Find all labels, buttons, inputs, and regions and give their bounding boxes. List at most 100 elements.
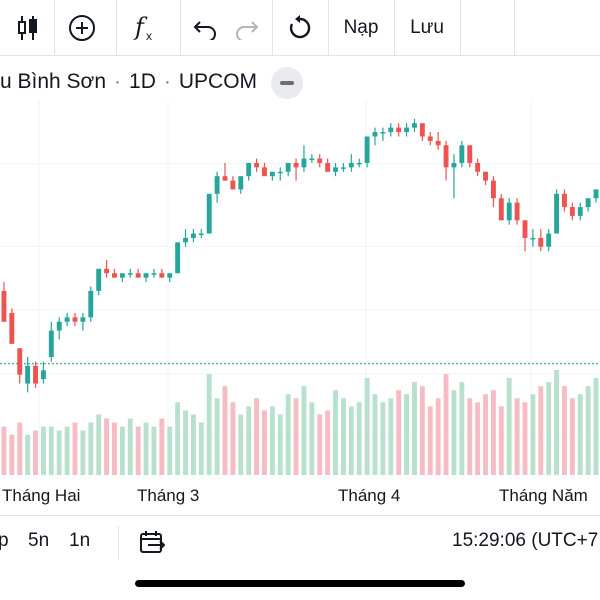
candle-body (388, 127, 394, 133)
chart-canvas[interactable] (0, 100, 600, 475)
symbol-header[interactable]: u Bình Sơn · 1D · UPCOM (0, 62, 257, 102)
volume-bar (72, 422, 78, 475)
candle-body (40, 370, 46, 380)
volume-bar (412, 382, 417, 475)
volume-bar (388, 398, 394, 475)
time-axis-label: Tháng Năm (499, 486, 588, 505)
candle-body (222, 176, 228, 181)
volume-bar (475, 402, 481, 475)
volume-bar (483, 394, 488, 475)
range-button[interactable]: p (0, 530, 9, 551)
volume-bar (514, 398, 520, 475)
range-button-5n[interactable]: 5n (28, 530, 50, 551)
redo-icon[interactable] (226, 0, 266, 56)
candle-body (112, 273, 117, 278)
candle-body (269, 171, 275, 177)
volume-bar (269, 406, 275, 475)
candle-body (301, 158, 307, 168)
candle-body (143, 273, 149, 278)
collapse-legend-button[interactable] (271, 67, 303, 99)
candle-body (104, 268, 110, 274)
price-chart[interactable] (0, 100, 600, 475)
volume-bar (356, 402, 362, 475)
candle-body (498, 198, 504, 221)
candle-body (9, 312, 15, 344)
volume-bar (506, 378, 512, 475)
range-button-1n[interactable]: 1n (69, 530, 91, 551)
add-circle-icon[interactable] (56, 0, 108, 56)
candle-body (554, 193, 560, 234)
clock-timezone[interactable]: 15:29:06 (UTC+7 (452, 530, 599, 551)
volume-bar (419, 386, 425, 475)
candle-body (459, 145, 465, 163)
candle-body (190, 233, 196, 238)
volume-bar (364, 378, 370, 475)
volume-bar (222, 386, 228, 475)
volume-bar (340, 398, 346, 475)
volume-bar (309, 402, 315, 475)
candle-body (419, 123, 425, 137)
separator-dot: · (114, 70, 122, 93)
volume-bar (396, 390, 402, 475)
candle-body (325, 162, 331, 172)
candles-icon[interactable] (8, 0, 48, 56)
load-button-label: Nạp (343, 17, 379, 38)
interval-label: 1D (129, 70, 156, 93)
volume-bar (569, 398, 575, 475)
candle-body (17, 348, 23, 375)
volume-bar (317, 414, 323, 475)
volume-bar (585, 386, 591, 475)
volume-bar (214, 398, 220, 475)
candle-body (364, 136, 370, 163)
candle-body (167, 273, 173, 278)
volume-bar (190, 414, 196, 475)
volume-bar (348, 406, 354, 475)
candle-body (443, 145, 449, 168)
candle-body (135, 273, 141, 278)
volume-bar (562, 386, 567, 475)
candle-body (119, 273, 125, 278)
volume-bar (546, 382, 552, 475)
volume-bar (56, 430, 62, 475)
volume-bar (404, 394, 410, 475)
candle-body (356, 162, 362, 165)
load-button[interactable]: Nạp (330, 0, 392, 56)
candle-body (372, 132, 378, 137)
symbol-name: u Bình Sơn (0, 70, 107, 93)
save-button[interactable]: Lưu (396, 0, 458, 56)
undo-icon[interactable] (186, 0, 226, 56)
candle-body (25, 365, 31, 384)
candle-body (309, 158, 315, 161)
candle-body (404, 127, 410, 133)
candle-body (159, 273, 165, 278)
go-to-date-icon[interactable] (138, 529, 166, 562)
volume-bar (554, 370, 560, 475)
volume-bar (104, 418, 110, 475)
candle-body (1, 290, 7, 322)
candle-body (490, 180, 496, 199)
volume-bar (88, 422, 94, 475)
candle-body (475, 162, 481, 172)
volume-bar (490, 390, 496, 475)
volume-bar (25, 434, 31, 475)
candle-body (340, 167, 346, 169)
candle-body (285, 162, 291, 172)
volume-bar (380, 402, 386, 475)
candle-body (33, 365, 38, 384)
reload-icon[interactable] (276, 0, 324, 56)
time-axis-label: Tháng 4 (338, 486, 401, 505)
volume-bar (119, 426, 125, 475)
volume-bar (135, 426, 141, 475)
function-icon[interactable]: f x (118, 0, 174, 56)
candle-body (72, 317, 78, 322)
volume-bar (230, 402, 236, 475)
volume-bar (325, 410, 331, 475)
volume-bar (498, 406, 504, 475)
volume-bar (262, 410, 267, 475)
volume-bar (159, 418, 165, 475)
time-axis-label: Tháng Hai (2, 486, 81, 505)
volume-bar (427, 406, 433, 475)
time-axis-label: Tháng 3 (137, 486, 200, 505)
volume-bar (206, 374, 212, 475)
candle-body (183, 237, 188, 243)
